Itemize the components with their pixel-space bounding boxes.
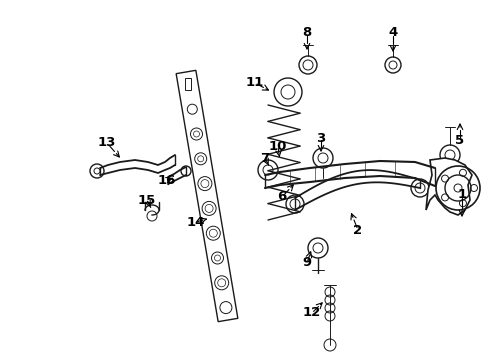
Text: 14: 14 <box>187 216 205 229</box>
Text: 13: 13 <box>98 136 116 149</box>
Text: 12: 12 <box>303 306 321 320</box>
Text: 2: 2 <box>353 224 363 237</box>
Text: 4: 4 <box>389 27 397 40</box>
Text: 9: 9 <box>302 256 312 270</box>
Text: 7: 7 <box>261 152 270 165</box>
Bar <box>185 78 191 90</box>
Polygon shape <box>426 158 472 215</box>
Text: 15: 15 <box>138 194 156 207</box>
Text: 6: 6 <box>277 190 287 203</box>
Text: 3: 3 <box>317 131 326 144</box>
Text: 1: 1 <box>458 189 466 202</box>
Text: 8: 8 <box>302 27 312 40</box>
Text: 16: 16 <box>158 174 176 186</box>
Polygon shape <box>176 70 238 322</box>
Text: 11: 11 <box>246 77 264 90</box>
Text: 5: 5 <box>455 134 465 147</box>
Text: 10: 10 <box>269 140 287 153</box>
